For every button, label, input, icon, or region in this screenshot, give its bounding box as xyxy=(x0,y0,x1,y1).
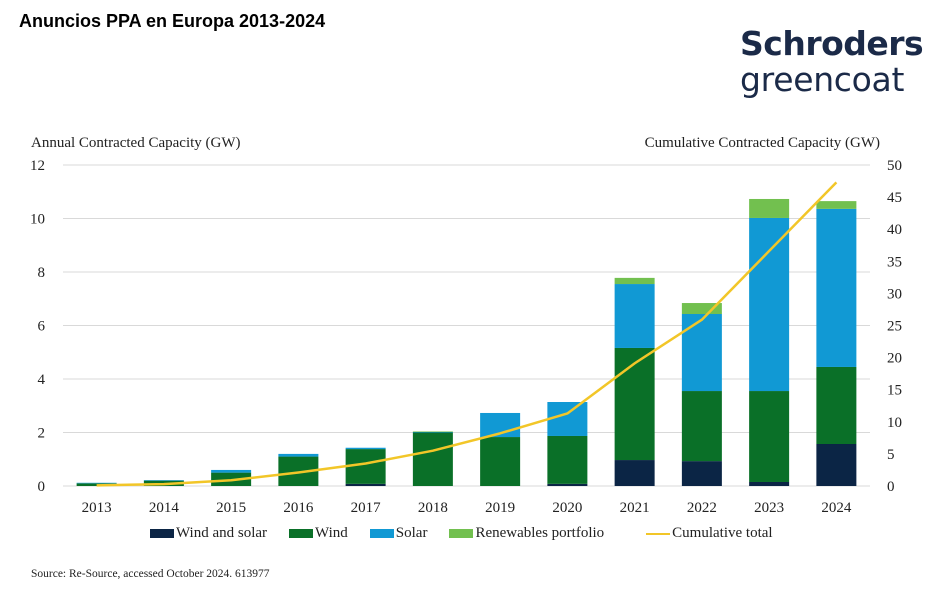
logo-line-2: greencoat xyxy=(740,60,905,99)
y2-axis-ticks: 0 5 10 15 20 25 30 35 40 45 50 xyxy=(887,158,902,495)
x-tick-label: 2013 xyxy=(82,500,112,516)
bar-segment-solar xyxy=(681,313,722,392)
bar-segment-solar xyxy=(278,453,319,457)
bar-segment-solar xyxy=(211,469,252,473)
y-tick-label: 2 xyxy=(38,426,46,442)
y2-tick-label: 0 xyxy=(887,479,895,495)
bar-segment-wind-and-solar xyxy=(614,460,655,486)
bar-stack-2023 xyxy=(749,198,790,486)
bar-segment-wind xyxy=(412,432,453,486)
y2-tick-label: 20 xyxy=(887,351,902,367)
bar-segment-wind xyxy=(547,435,588,484)
bar-segment-solar xyxy=(816,208,857,367)
bar-segment-solar xyxy=(345,447,386,450)
legend-item-solar: Solar xyxy=(369,525,428,542)
legend-label: Solar xyxy=(395,525,428,541)
schroders-greencoat-logo: Schroders greencoat xyxy=(740,24,924,99)
gridlines xyxy=(63,164,870,487)
y2-tick-label: 10 xyxy=(887,415,902,431)
x-tick-label: 2014 xyxy=(149,500,180,516)
bar-segment-renewables-portfolio xyxy=(681,303,722,314)
bar-segment-renewables-portfolio xyxy=(614,277,655,285)
bar-segment-solar xyxy=(547,402,588,436)
bar-segment-solar xyxy=(749,217,790,392)
legend-item-cumulative-total: Cumulative total xyxy=(646,525,773,542)
y2-tick-label: 30 xyxy=(887,286,902,302)
bar-segment-renewables-portfolio xyxy=(749,198,790,218)
bar-stack-2021 xyxy=(614,277,655,486)
legend-item-wind-and-solar: Wind and solar xyxy=(150,525,267,542)
y-tick-label: 12 xyxy=(30,158,45,174)
x-tick-label: 2024 xyxy=(821,500,852,516)
bar-stack-2020 xyxy=(547,402,588,486)
y-axis-label: Annual Contracted Capacity (GW) xyxy=(31,135,241,151)
bar-segment-renewables-portfolio xyxy=(412,431,453,432)
bar-segment-wind-and-solar xyxy=(547,483,588,486)
bar-segment-wind xyxy=(614,347,655,461)
bar-stack-2024 xyxy=(816,201,857,486)
y2-tick-label: 25 xyxy=(887,319,902,335)
legend-label: Wind xyxy=(315,525,348,541)
x-tick-label: 2015 xyxy=(216,500,246,516)
y2-tick-label: 35 xyxy=(887,254,902,270)
legend-swatch xyxy=(289,529,314,538)
cumulative-total-line xyxy=(96,181,838,487)
y2-tick-label: 5 xyxy=(887,447,895,463)
legend: Wind and solar Wind Solar Renewables por… xyxy=(150,525,795,542)
x-axis-ticks: 2013 2014 2015 2016 2017 2018 2019 2020 2021 2022… xyxy=(82,500,852,516)
x-tick-label: 2019 xyxy=(485,500,515,516)
legend-swatch xyxy=(449,529,474,538)
x-tick-label: 2017 xyxy=(351,500,382,516)
bars xyxy=(76,198,857,486)
y2-tick-label: 15 xyxy=(887,383,902,399)
y-tick-label: 6 xyxy=(38,319,46,335)
bar-segment-wind xyxy=(681,391,722,462)
x-tick-label: 2023 xyxy=(754,500,784,516)
bar-segment-solar xyxy=(614,284,655,348)
legend-line-swatch xyxy=(646,532,671,535)
bar-segment-wind xyxy=(749,391,790,482)
cumulative-line-group xyxy=(96,181,838,487)
ppa-chart: Annual Contracted Capacity (GW) Cumulati… xyxy=(30,135,902,516)
bar-segment-wind-and-solar xyxy=(749,481,790,486)
legend-label: Renewables portfolio xyxy=(475,525,605,541)
bar-segment-solar xyxy=(412,431,453,433)
y-tick-label: 4 xyxy=(38,372,46,388)
y2-axis-label: Cumulative Contracted Capacity (GW) xyxy=(645,135,880,151)
bar-segment-renewables-portfolio xyxy=(816,201,857,209)
legend-swatch xyxy=(150,529,174,538)
bar-stack-2019 xyxy=(480,412,521,486)
bar-stack-2017 xyxy=(345,447,386,486)
bar-segment-wind-and-solar xyxy=(816,444,857,486)
x-tick-label: 2022 xyxy=(687,500,717,516)
x-tick-label: 2021 xyxy=(620,500,650,516)
source-note: Source: Re-Source, accessed October 2024… xyxy=(31,568,270,580)
bar-stack-2022 xyxy=(681,303,722,486)
bar-segment-wind-and-solar xyxy=(681,461,722,486)
legend-item-renewables-portfolio: Renewables portfolio xyxy=(449,525,604,542)
page-title: Anuncios PPA en Europa 2013-2024 xyxy=(19,11,326,31)
y-axis-ticks: 0 2 4 6 8 10 12 xyxy=(30,158,46,495)
bar-segment-wind xyxy=(480,437,521,486)
x-tick-label: 2018 xyxy=(418,500,448,516)
bar-stack-2018 xyxy=(412,431,453,486)
logo-line-1: Schroders xyxy=(740,24,924,63)
y-tick-label: 0 xyxy=(38,479,46,495)
legend-item-wind: Wind xyxy=(289,525,348,542)
bar-segment-wind xyxy=(816,366,857,445)
y2-tick-label: 45 xyxy=(887,190,902,206)
y2-tick-label: 50 xyxy=(887,158,902,174)
x-tick-label: 2020 xyxy=(552,500,582,516)
y-tick-label: 8 xyxy=(38,265,46,281)
bar-segment-solar xyxy=(76,482,117,484)
legend-label: Cumulative total xyxy=(672,525,773,541)
legend-label: Wind and solar xyxy=(176,525,268,541)
bar-segment-solar xyxy=(143,480,184,481)
x-tick-label: 2016 xyxy=(283,500,314,516)
y-tick-label: 10 xyxy=(30,212,45,228)
bar-segment-wind-and-solar xyxy=(345,483,386,486)
y2-tick-label: 40 xyxy=(887,222,902,238)
legend-swatch xyxy=(369,529,394,538)
